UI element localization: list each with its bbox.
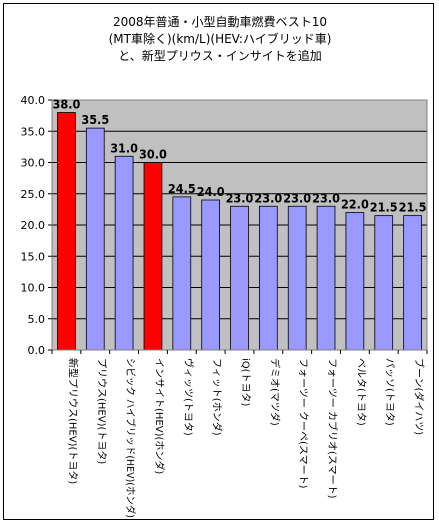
data-label-11: 21.5: [370, 201, 398, 215]
y-tick-label-8: 40.0: [21, 94, 46, 107]
bar-11: [374, 215, 394, 351]
bar-5: [201, 199, 220, 351]
y-tick-label-2: 10.0: [21, 282, 46, 295]
data-label-6: 23.0: [226, 191, 254, 205]
category-label-7: デミオ(マツダ): [268, 358, 281, 426]
data-label-10: 22.0: [341, 198, 369, 212]
data-label-4: 24.5: [168, 182, 196, 196]
data-label-7: 23.0: [254, 191, 282, 205]
data-labels: 38.035.531.0 30.024.5 24.0 23.0 23.0 23.0 23.0…: [53, 98, 427, 215]
category-label-6: iQ(トヨタ): [240, 358, 252, 407]
category-labels: 新型プリウス(HEV)(トヨタ) プリウス(HEV)(トヨタ) シビック ハイブリッ…: [66, 358, 425, 518]
title-line-2: (MT車除く)(km/L)(HEV:ハイブリッド車): [109, 31, 332, 46]
y-tick-label-4: 20.0: [21, 219, 46, 232]
category-label-10: ベルタ(トヨタ): [355, 358, 367, 426]
chart-svg: 2008年普通・小型自動車燃費ベスト10 (MT車除く)(km/L)(HEV:ハイ…: [21, 14, 428, 518]
chart-title: 2008年普通・小型自動車燃費ベスト10 (MT車除く)(km/L)(HEV:ハイ…: [109, 14, 332, 63]
category-label-9: フォーツー カブリオ(スマート): [326, 358, 339, 499]
title-line-3: と、新型プリウス・インサイトを追加: [118, 48, 322, 63]
bar-2: [114, 155, 134, 351]
y-tick-label-6: 30.0: [21, 157, 46, 170]
bar-6: [230, 205, 249, 351]
category-label-8: フォーツー クーペ(スマート): [297, 358, 309, 489]
y-tick-labels: 0.0 5.0 10.0 15.0 20.0 25.0 30.0 35.0 40.0: [21, 94, 46, 357]
category-label-0: 新型プリウス(HEV)(トヨタ): [66, 358, 79, 484]
bar-10: [345, 212, 365, 351]
y-tick-label-3: 15.0: [21, 250, 46, 263]
category-label-3: インサイト(HEV)(ホンダ): [153, 358, 166, 474]
bar-1: [85, 127, 105, 351]
bar-3: [143, 162, 163, 351]
category-label-1: プリウス(HEV)(トヨタ): [95, 358, 107, 464]
data-label-5: 24.0: [197, 185, 225, 199]
data-label-2: 31.0: [110, 141, 138, 155]
y-tick-label-7: 35.0: [21, 125, 46, 138]
axes: [48, 99, 428, 354]
bar-8: [287, 205, 307, 351]
category-label-12: ブーン(ダイハツ): [413, 358, 426, 435]
data-label-0: 38.0: [53, 98, 81, 112]
category-label-5: フィット(ホンダ): [211, 358, 224, 436]
bar-4: [172, 196, 192, 351]
category-label-2: シビック ハイブリッド(HEV)(ホンダ): [124, 358, 137, 518]
data-label-1: 35.5: [81, 113, 109, 127]
bar-0: [57, 112, 76, 351]
y-tick-label-0: 0.0: [28, 344, 46, 357]
data-label-12: 21.5: [399, 201, 427, 215]
y-tick-label-1: 5.0: [28, 313, 46, 326]
category-label-11: パッソ(トヨタ): [384, 358, 396, 426]
data-label-9: 23.0: [312, 191, 340, 205]
data-label-3: 30.0: [139, 148, 167, 162]
bar-9: [316, 205, 336, 351]
bar-7: [259, 205, 278, 351]
category-label-4: ヴィッツ(トヨタ): [182, 358, 195, 436]
data-label-8: 23.0: [283, 191, 311, 205]
y-tick-label-5: 25.0: [21, 188, 46, 201]
title-line-1: 2008年普通・小型自動車燃費ベスト10: [113, 14, 327, 29]
chart-frame: 2008年普通・小型自動車燃費ベスト10 (MT車除く)(km/L)(HEV:ハイ…: [3, 3, 434, 520]
bar-12: [403, 215, 422, 351]
